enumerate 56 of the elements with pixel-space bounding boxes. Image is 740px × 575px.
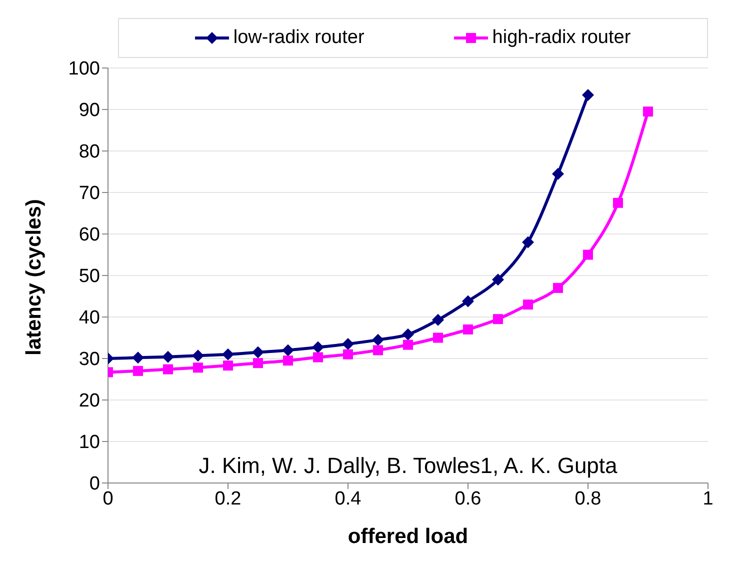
point: [403, 340, 413, 350]
point: [252, 346, 264, 358]
point: [492, 274, 504, 286]
x-tick-label: 0.4: [334, 488, 362, 510]
point: [253, 358, 263, 368]
point: [313, 352, 323, 362]
point: [193, 362, 203, 373]
y-tick-label: 10: [78, 432, 100, 454]
y-tick-label: 40: [78, 308, 100, 329]
y-tick-label: 50: [78, 266, 100, 288]
point: [462, 295, 474, 308]
point: [433, 332, 443, 343]
y-tick-label: 80: [78, 142, 100, 163]
y-axis-title: latency (cycles): [22, 199, 46, 356]
x-tick-label: 0.8: [574, 488, 602, 510]
y-tick-label: 70: [78, 183, 100, 204]
x-tick-label: 0.2: [214, 488, 242, 510]
x-tick-label: 0: [102, 488, 114, 510]
point: [372, 334, 384, 346]
point: [613, 198, 623, 208]
point: [552, 168, 564, 180]
point: [133, 366, 143, 376]
legend-label: high-radix router: [492, 27, 631, 49]
point: [192, 350, 204, 362]
annotation: J. Kim, W. J. Dally, B. Towles1, A. K. Gupta: [198, 453, 618, 479]
point: [162, 350, 174, 363]
point: [432, 314, 444, 326]
point: [312, 341, 324, 354]
point: [553, 282, 563, 293]
x-tick-label: 1: [702, 488, 714, 510]
point: [402, 328, 414, 340]
point: [222, 348, 234, 360]
point: [582, 88, 594, 101]
x-tick-label: 0.6: [454, 488, 482, 510]
point: [463, 324, 473, 334]
point: [643, 106, 653, 117]
point: [223, 360, 233, 371]
y-tick-label: 90: [78, 100, 100, 122]
y-tick-label: 0: [89, 474, 100, 495]
point: [163, 364, 173, 374]
y-tick-label: 30: [78, 349, 100, 370]
point: [283, 356, 293, 366]
x-axis-title: offered load: [348, 525, 468, 548]
point: [132, 352, 144, 364]
point: [343, 349, 353, 360]
point: [583, 250, 593, 260]
point: [493, 314, 503, 324]
point: [523, 300, 533, 310]
y-tick-label: 60: [78, 224, 100, 246]
point: [373, 345, 383, 356]
legend-label: low-radix router: [233, 27, 364, 49]
y-tick-label: 100: [68, 58, 100, 80]
point: [282, 344, 294, 356]
point: [522, 236, 534, 248]
y-tick-label: 20: [78, 390, 100, 412]
point: [342, 338, 354, 350]
